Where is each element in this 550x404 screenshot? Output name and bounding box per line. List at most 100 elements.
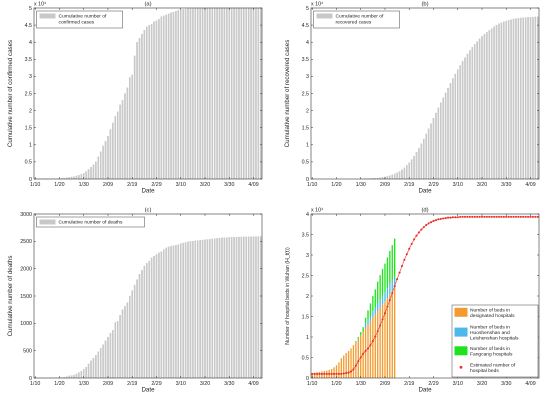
bar	[243, 236, 245, 379]
bar	[537, 16, 539, 180]
bar	[391, 174, 394, 180]
estimate-line	[312, 216, 538, 375]
axes-frame	[33, 7, 263, 180]
axis-multiplier: x 10⁴	[34, 2, 47, 8]
x-tick-label: 2/29	[151, 381, 161, 387]
estimate-point	[413, 238, 416, 241]
estimate-point	[330, 372, 333, 375]
x-axis-label: Date	[418, 188, 432, 195]
estimate-point	[480, 215, 484, 218]
x-tick-label: 1/30	[356, 182, 366, 188]
estimate-point	[349, 370, 353, 373]
estimate-point	[500, 215, 503, 218]
estimate-point	[332, 372, 336, 375]
estimate-point	[383, 312, 387, 315]
bar	[238, 236, 240, 379]
legend-marker	[459, 365, 463, 369]
estimate-point	[502, 215, 505, 218]
panel-d: (d) x 10⁴ 0 0.5 1 1.5 2 2.5 3 3.5 4 1/10 1/20 1/30 2/0…	[285, 208, 540, 394]
x-tick-label: 1/20	[54, 182, 64, 188]
bar	[488, 30, 491, 180]
bar	[204, 8, 206, 180]
y-tick-label: 3	[29, 74, 32, 80]
bar	[153, 21, 155, 180]
x-tick-label: 2/09	[103, 182, 113, 188]
bar	[201, 8, 204, 180]
x-tick-label: 4/09	[525, 381, 535, 387]
bar	[179, 243, 182, 379]
estimate-point	[461, 215, 464, 218]
x-tick-label: 1/10	[30, 381, 40, 387]
estimate-point	[328, 372, 331, 375]
bar	[240, 7, 243, 180]
bar	[131, 74, 134, 180]
legend-swatch	[454, 307, 468, 317]
y-tick-label: 0	[29, 177, 32, 183]
bar-segment-3	[367, 310, 369, 320]
panel-title: (a)	[144, 2, 151, 8]
x-tick-label: 4/09	[248, 182, 258, 188]
bar	[235, 7, 238, 180]
estimate-point	[403, 258, 406, 261]
bar	[507, 20, 510, 180]
estimate-point	[391, 292, 394, 295]
panel-title: (b)	[421, 2, 428, 8]
bar	[177, 244, 180, 379]
y-tick-label: 3	[306, 253, 309, 259]
legend-entry-estimate: Estimated number of hospital beds	[459, 363, 516, 374]
estimate-point	[459, 215, 462, 218]
estimate-point	[362, 352, 365, 355]
bar	[177, 10, 180, 180]
x-tick-label: 1/30	[356, 381, 366, 387]
bar-segment-1	[338, 362, 340, 378]
legend-label: Cumulative number of deaths	[59, 220, 123, 226]
bar	[99, 348, 102, 379]
bar-segment-2	[374, 307, 376, 315]
estimate-point	[485, 215, 488, 218]
bar	[230, 7, 233, 180]
estimate-point	[531, 215, 534, 218]
bar	[529, 17, 532, 180]
y-tick-label: 1.5	[25, 126, 32, 132]
bar	[464, 57, 466, 180]
legend-box	[36, 216, 145, 228]
x-tick-label: 1/20	[54, 381, 64, 387]
bar	[522, 17, 525, 180]
bar-segment-3	[391, 245, 393, 281]
bar	[498, 23, 500, 180]
bar-segment-1	[362, 332, 364, 378]
y-tick-label: 2	[306, 294, 309, 300]
estimate-point	[514, 215, 518, 218]
estimate-point	[495, 215, 498, 218]
y-tick-label: 2000	[20, 266, 32, 272]
bar	[534, 16, 537, 180]
bar	[138, 37, 141, 180]
y-tick-label: 0	[306, 376, 309, 382]
bar	[187, 241, 189, 379]
x-tick-label: 2/09	[103, 381, 113, 387]
bar-segment-1	[347, 350, 350, 378]
estimate-point	[451, 216, 454, 219]
bar	[396, 172, 398, 180]
bar	[471, 47, 474, 180]
bar	[447, 87, 449, 180]
y-tick-label: 0	[29, 376, 32, 382]
bar	[473, 44, 476, 180]
bar-segment-2	[394, 277, 396, 288]
bar	[150, 23, 153, 180]
estimate-point	[427, 222, 430, 225]
bar-segment-1	[374, 314, 376, 378]
bar-segment-2	[389, 283, 391, 294]
x-tick-label: 2/29	[428, 182, 438, 188]
estimate-point	[437, 218, 440, 221]
bar-segment-2	[381, 295, 384, 305]
bar	[452, 78, 454, 180]
estimate-point	[379, 324, 382, 327]
bar	[469, 50, 471, 180]
bar	[247, 7, 250, 180]
bar	[510, 19, 512, 180]
estimate-point	[446, 216, 450, 219]
bar	[257, 236, 260, 379]
bar	[114, 116, 117, 180]
bar	[389, 175, 391, 180]
